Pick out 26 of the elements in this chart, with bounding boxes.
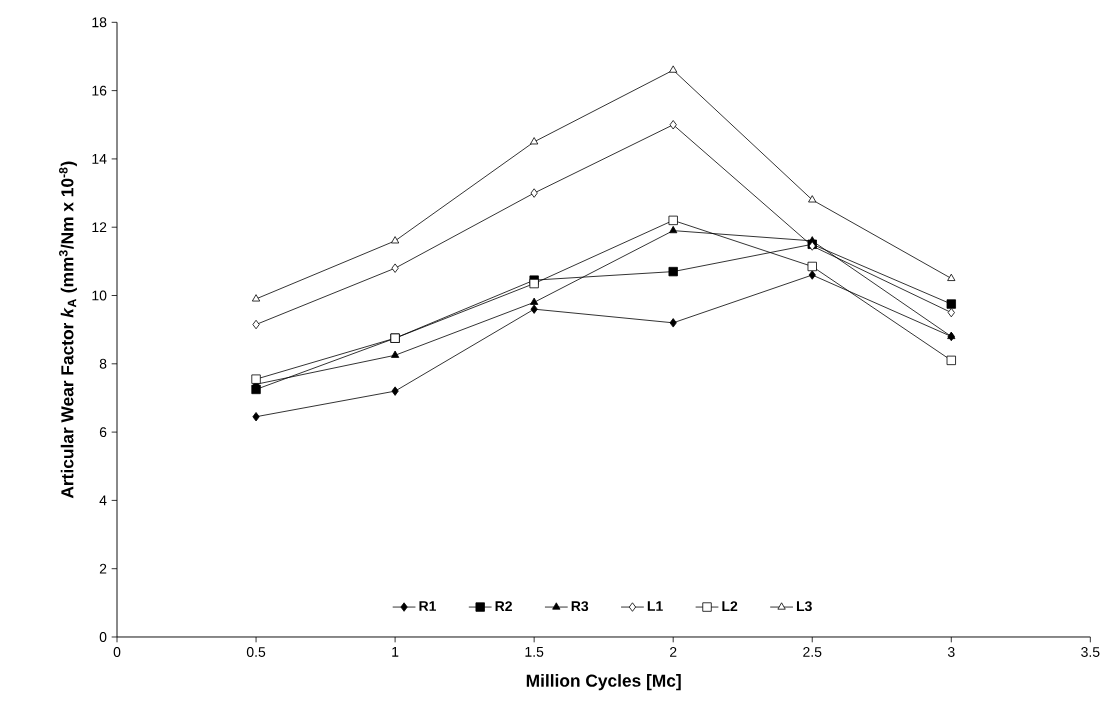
y-tick-label: 8 bbox=[99, 358, 107, 369]
x-axis-title: Million Cycles [Mc] bbox=[526, 674, 681, 691]
x-tick-label: 0.5 bbox=[246, 647, 266, 657]
legend-label: L1 bbox=[647, 601, 663, 611]
x-tick-label: 2.5 bbox=[803, 647, 822, 657]
y-tick-label: 6 bbox=[99, 427, 107, 438]
y-tick-label: 10 bbox=[92, 290, 107, 301]
x-tick-label: 0 bbox=[113, 647, 121, 657]
x-tick-label: 2 bbox=[670, 647, 677, 657]
y-tick-label: 16 bbox=[92, 85, 107, 96]
y-tick-label: 18 bbox=[92, 17, 107, 28]
x-tick-label: 1.5 bbox=[525, 647, 544, 657]
y-tick-label: 2 bbox=[99, 563, 107, 574]
legend-label: R2 bbox=[495, 601, 512, 611]
x-tick-label: 1 bbox=[392, 647, 399, 657]
y-tick-label: 0 bbox=[99, 632, 107, 642]
legend-label: R1 bbox=[419, 601, 437, 611]
y-tick-label: 12 bbox=[92, 222, 107, 233]
legend-label: L2 bbox=[722, 601, 738, 611]
y-axis-title: Articular Wear Factor k$_{A}$ (mm$^{3}$/Nm x 10$^{-8}$) bbox=[59, 161, 77, 499]
x-tick-label: 3.5 bbox=[1081, 647, 1100, 657]
legend-label: R3 bbox=[571, 601, 589, 612]
legend-label: L3 bbox=[796, 601, 812, 612]
y-tick-label: 4 bbox=[99, 495, 107, 506]
y-tick-label: 14 bbox=[92, 154, 107, 164]
x-tick-label: 3 bbox=[947, 647, 955, 657]
